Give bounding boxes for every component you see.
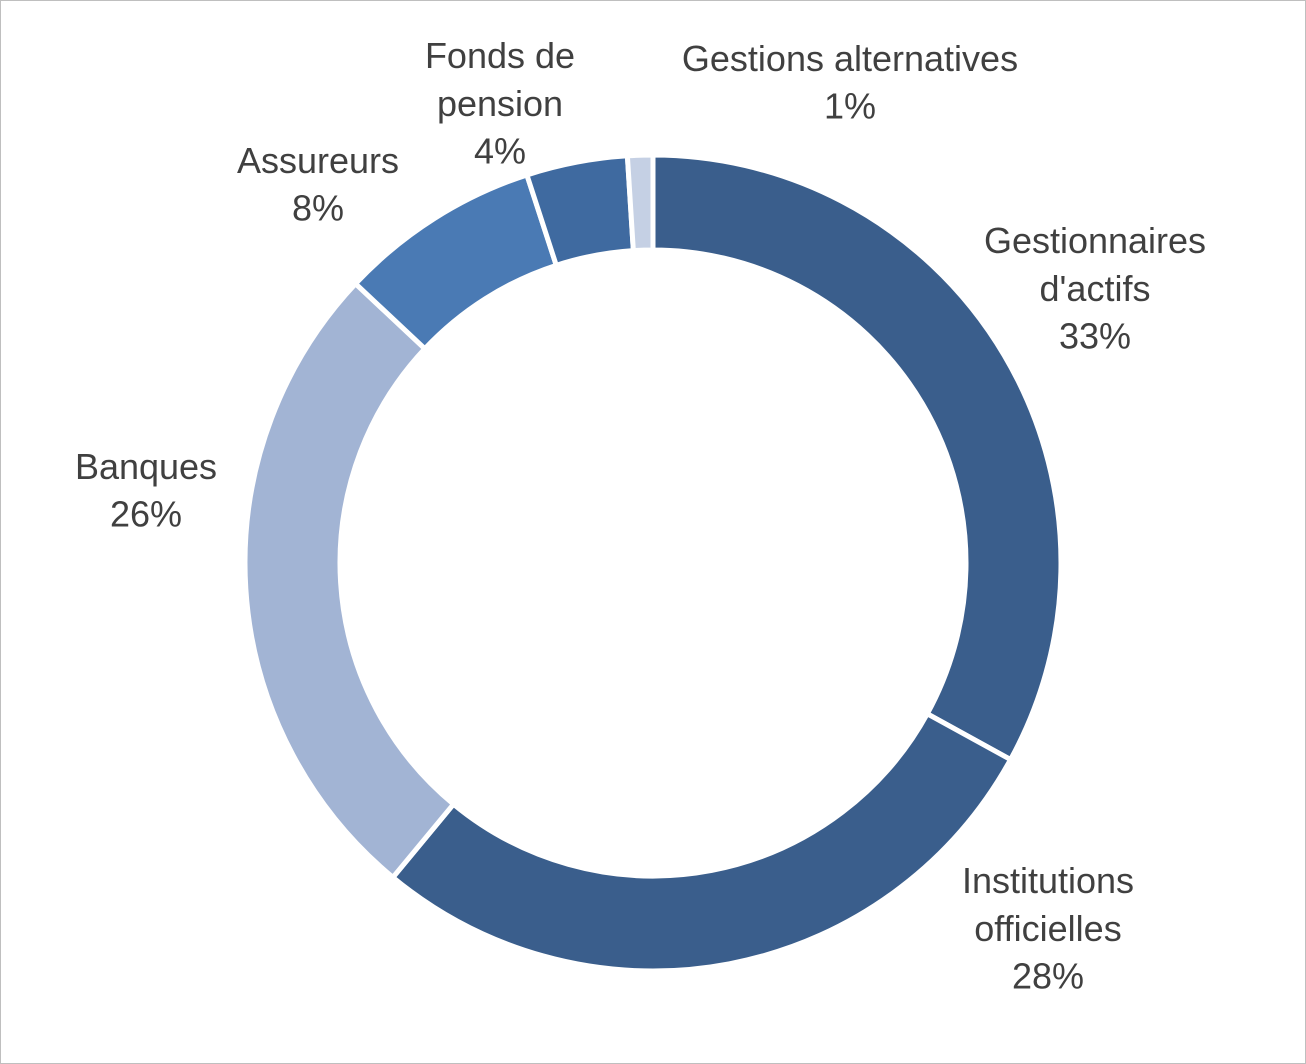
donut-slice bbox=[624, 152, 656, 254]
slice-label: Gestionnaires d'actifs bbox=[984, 220, 1206, 309]
value-label: 33% bbox=[1059, 316, 1131, 357]
slice-label: Fonds de pension bbox=[425, 35, 575, 124]
value-label: 28% bbox=[1012, 956, 1084, 997]
value-label: 4% bbox=[474, 131, 526, 172]
value-label: 1% bbox=[824, 86, 876, 127]
slice-label: Institutions officielles bbox=[962, 860, 1134, 949]
donut-slice bbox=[650, 152, 1064, 763]
value-label: 8% bbox=[292, 188, 344, 229]
value-label: 26% bbox=[110, 494, 182, 535]
slice-label: Gestions alternatives bbox=[682, 38, 1018, 79]
donut-slice bbox=[242, 280, 458, 881]
slice-label: Banques bbox=[75, 446, 217, 487]
slice-label: Assureurs bbox=[237, 140, 399, 181]
donut-slice bbox=[389, 710, 1014, 974]
